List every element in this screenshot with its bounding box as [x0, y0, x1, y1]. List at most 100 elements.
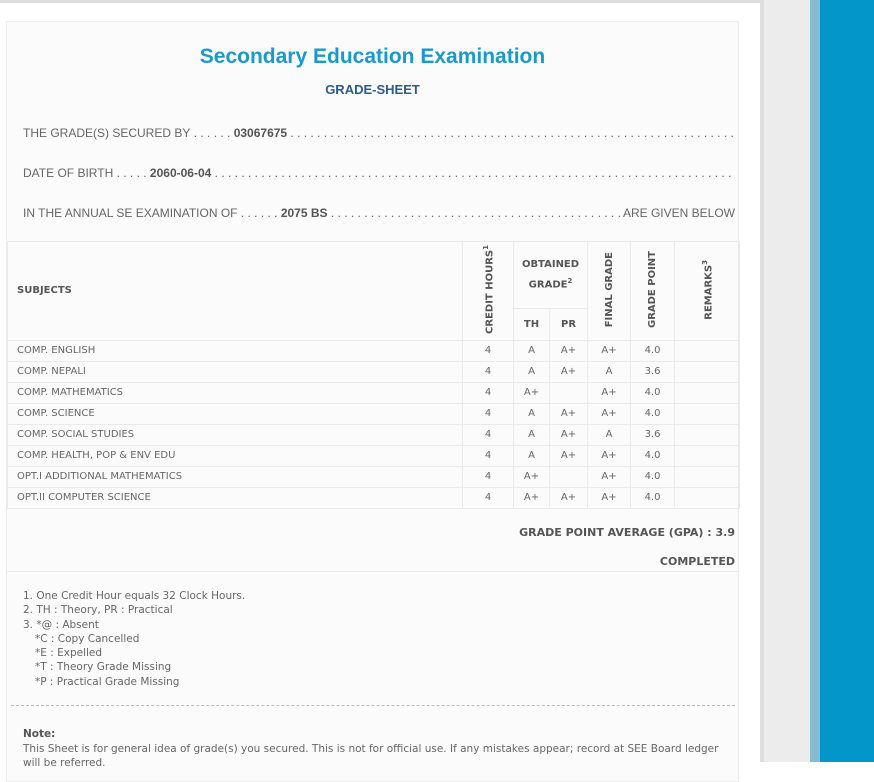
header-th: TH	[513, 307, 550, 341]
cell-th: A	[513, 360, 550, 383]
symbol-number: 03067675	[233, 126, 288, 140]
footnote: *E : Expelled	[35, 647, 103, 660]
header-credit: CREDIT HOURS1	[462, 241, 514, 341]
cell-credit: 4	[462, 486, 514, 509]
dot-leader: . . . . . .	[237, 206, 281, 220]
page-title: Secondary Education Examination	[199, 45, 546, 68]
header-final: FINAL GRADE	[587, 241, 632, 341]
cell-th: A+	[513, 381, 550, 404]
footnote: *C : Copy Cancelled	[35, 632, 140, 645]
footnote: 1. One Credit Hour equals 32 Clock Hours…	[23, 589, 246, 602]
note-label: Note:	[23, 728, 56, 741]
grades-table: SUBJECTS CREDIT HOURS1 OBTAINED GRADE2 F…	[7, 241, 740, 509]
cell-pr: A+	[548, 360, 589, 383]
dot-leader: . . . . . .	[190, 126, 234, 140]
cell-credit: 4	[462, 423, 514, 446]
cell-credit: 4	[462, 465, 514, 488]
divider	[7, 570, 738, 572]
cell-final: A+	[587, 486, 632, 509]
cell-pr: A+	[548, 486, 589, 509]
cell-th: A+	[513, 486, 550, 509]
cell-subject: OPT.II COMPUTER SCIENCE	[7, 486, 463, 509]
cell-final: A	[587, 423, 632, 446]
dot-leader: . . . . . . . . . . . . . . . . . . . . …	[211, 166, 735, 180]
side-stripe	[810, 0, 820, 762]
cell-th: A+	[513, 465, 550, 488]
cell-credit: 4	[462, 402, 514, 425]
table-row: COMP. SOCIAL STUDIES 4 A A+ A 3.6	[7, 423, 740, 446]
gpa: GRADE POINT AVERAGE (GPA) : 3.9	[519, 525, 735, 539]
exam-line: IN THE ANNUAL SE EXAMINATION OF . . . . …	[23, 205, 735, 241]
footnote: *P : Practical Grade Missing	[35, 675, 180, 688]
side-panel	[820, 0, 874, 762]
top-border	[0, 0, 760, 3]
cell-pr: A+	[548, 444, 589, 467]
exam-year: 2075 BS	[280, 206, 328, 220]
table-row: OPT.I ADDITIONAL MATHEMATICS 4 A+ A+ 4.0	[7, 465, 740, 488]
header-point: GRADE POINT	[630, 241, 676, 341]
cell-remarks	[674, 381, 740, 404]
header-remarks: REMARKS3	[674, 241, 740, 341]
scrollbar-track[interactable]	[760, 0, 810, 762]
secured-label: THE GRADE(S) SECURED BY	[23, 126, 191, 140]
table-row: COMP. HEALTH, POP & ENV EDU 4 A A+ A+ 4.0	[7, 444, 740, 467]
cell-subject: COMP. SOCIAL STUDIES	[7, 423, 463, 446]
cell-pr: A+	[548, 423, 589, 446]
table-row: OPT.II COMPUTER SCIENCE 4 A+ A+ A+ 4.0	[7, 486, 740, 509]
dot-leader: . . . . . . . . . . . . . . . . . . . . …	[330, 206, 623, 220]
cell-final: A	[587, 360, 632, 383]
cell-pr: A+	[548, 339, 589, 362]
header-subjects: SUBJECTS	[7, 241, 463, 341]
page-subtitle: GRADE-SHEET	[325, 82, 420, 97]
footnote: 3. *@ : Absent	[23, 618, 99, 631]
cell-final: A+	[587, 465, 632, 488]
cell-subject: COMP. ENGLISH	[7, 339, 463, 362]
cell-final: A+	[587, 444, 632, 467]
cell-remarks	[674, 402, 740, 425]
cell-pr	[548, 465, 589, 488]
table-row: COMP. ENGLISH 4 A A+ A+ 4.0	[7, 339, 740, 362]
cell-credit: 4	[462, 444, 514, 467]
cell-remarks	[674, 339, 740, 362]
dashed-divider	[11, 705, 735, 707]
note-text: This Sheet is for general idea of grade(…	[23, 742, 719, 770]
cell-point: 4.0	[630, 402, 676, 425]
cell-final: A+	[587, 381, 632, 404]
dot-leader: . . . . . . . . . . . . . . . . . . . . …	[287, 126, 735, 140]
cell-remarks	[674, 423, 740, 446]
dot-leader: . . . . .	[113, 166, 150, 180]
grade-sheet: Secondary Education Examination GRADE-SH…	[6, 21, 740, 782]
cell-point: 4.0	[630, 381, 676, 404]
cell-subject: COMP. MATHEMATICS	[7, 381, 463, 404]
secured-by-line: THE GRADE(S) SECURED BY . . . . . . 0306…	[23, 125, 735, 165]
cell-th: A	[513, 402, 550, 425]
cell-remarks	[674, 486, 740, 509]
cell-credit: 4	[462, 360, 514, 383]
cell-remarks	[674, 465, 740, 488]
table-row: COMP. NEPALI 4 A A+ A 3.6	[7, 360, 740, 383]
cell-th: A	[513, 444, 550, 467]
result-status: COMPLETED	[659, 554, 735, 568]
cell-remarks	[674, 444, 740, 467]
footnote: 2. TH : Theory, PR : Practical	[23, 604, 173, 617]
cell-point: 4.0	[630, 486, 676, 509]
cell-credit: 4	[462, 339, 514, 362]
disclaimer: Note: This Sheet is for general idea of …	[7, 706, 723, 781]
cell-point: 4.0	[630, 465, 676, 488]
cell-subject: OPT.I ADDITIONAL MATHEMATICS	[7, 465, 463, 488]
cell-remarks	[674, 360, 740, 383]
cell-point: 3.6	[630, 360, 676, 383]
dob-line: DATE OF BIRTH . . . . . 2060-06-04 . . .…	[23, 165, 735, 205]
cell-subject: COMP. NEPALI	[7, 360, 463, 383]
cell-pr: A+	[548, 402, 589, 425]
dob-value: 2060-06-04	[149, 166, 212, 180]
cell-point: 4.0	[630, 444, 676, 467]
table-row: COMP. SCIENCE 4 A A+ A+ 4.0	[7, 402, 740, 425]
cell-point: 3.6	[630, 423, 676, 446]
cell-th: A	[513, 339, 550, 362]
exam-suffix: ARE GIVEN BELOW	[622, 206, 735, 220]
cell-subject: COMP. SCIENCE	[7, 402, 463, 425]
footnotes: 1. One Credit Hour equals 32 Clock Hours…	[7, 572, 738, 689]
dob-label: DATE OF BIRTH	[23, 166, 114, 180]
cell-credit: 4	[462, 381, 514, 404]
